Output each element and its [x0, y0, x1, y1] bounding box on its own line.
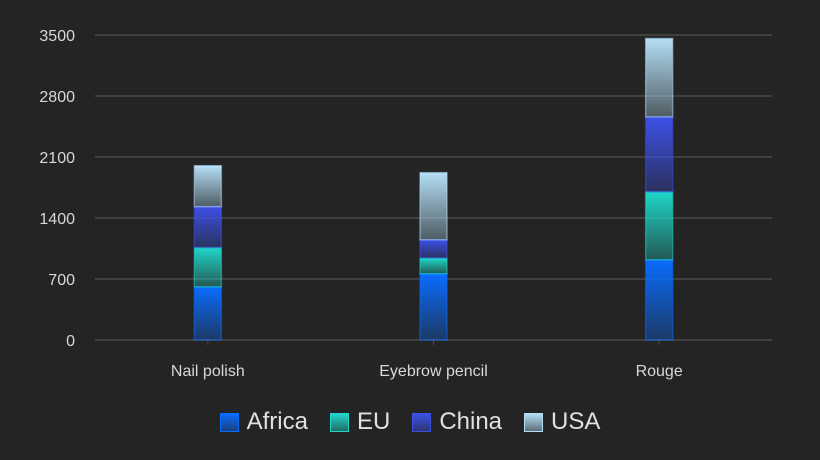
legend-item-china[interactable]: China: [412, 408, 502, 436]
stacked-bar-chart: 0 700 1400 2100 2800 3500 Nail polish Eyebrow p…: [39, 28, 772, 380]
bar-top-edge: [420, 273, 447, 276]
bar-usa-0[interactable]: [193, 164, 223, 208]
bar-china-1[interactable]: [419, 239, 448, 259]
y-tick-label: 2100: [39, 150, 75, 167]
y-tick-label: 700: [48, 272, 75, 289]
legend-swatch: [329, 412, 349, 432]
y-tick-label: 2800: [39, 89, 75, 106]
bar-africa-1[interactable]: [419, 273, 448, 341]
bar-china-2[interactable]: [644, 116, 674, 193]
bar-top-edge: [420, 258, 447, 261]
bar-top-edge: [645, 116, 673, 119]
bar-top-edge: [645, 191, 673, 194]
bar-top-edge: [194, 206, 222, 209]
legend-item-usa[interactable]: USA: [524, 408, 600, 436]
bar-eu-2[interactable]: [644, 191, 674, 261]
bar-africa-2[interactable]: [644, 259, 674, 341]
legend-label: USA: [551, 408, 601, 435]
legend-swatch: [524, 412, 544, 432]
bar-eu-0[interactable]: [193, 246, 223, 288]
bar-eu-1[interactable]: [419, 257, 448, 275]
bar-top-edge: [194, 247, 222, 250]
y-tick-label: 3500: [39, 28, 75, 45]
bar-top-edge: [645, 38, 673, 41]
x-tick-label: Nail polish: [171, 363, 245, 380]
legend-label: Africa: [246, 408, 308, 435]
legend-swatch: [412, 412, 432, 432]
bar-top-edge: [645, 259, 673, 262]
legend-item-eu[interactable]: EU: [329, 408, 391, 436]
legend-swatch: [219, 412, 239, 432]
legend-label: EU: [356, 408, 391, 435]
bar-top-edge: [420, 239, 447, 242]
legend-label: China: [439, 408, 503, 435]
legend: Africa EU China USA: [0, 408, 820, 436]
bar-usa-2[interactable]: [644, 37, 674, 118]
y-tick-label: 0: [66, 333, 75, 350]
legend-item-africa[interactable]: Africa: [219, 408, 308, 436]
bar-top-edge: [194, 286, 222, 289]
bar-africa-0[interactable]: [193, 286, 223, 341]
x-tick-label: Rouge: [636, 363, 683, 380]
bar-usa-1[interactable]: [419, 171, 448, 241]
x-tick-label: Eyebrow pencil: [379, 363, 488, 380]
y-tick-label: 1400: [39, 211, 75, 228]
bar-top-edge: [420, 172, 447, 175]
bar-top-edge: [194, 165, 222, 168]
bar-china-0[interactable]: [193, 205, 223, 249]
